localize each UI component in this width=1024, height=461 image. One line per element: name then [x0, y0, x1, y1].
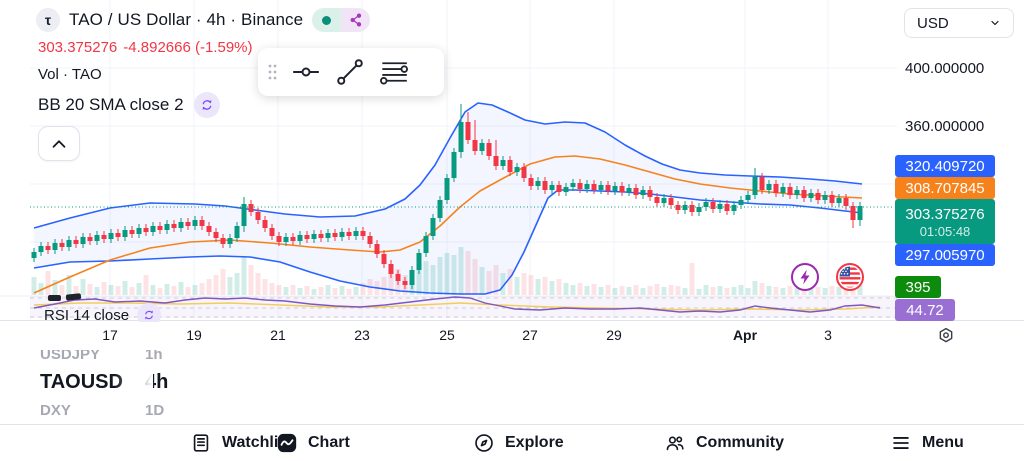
picker-row-next[interactable]: DXY 1D: [40, 402, 164, 419]
symbol-header[interactable]: τ TAO / US Dollar · 4h · Binance: [36, 8, 371, 32]
price-tag: 303.375276 01:05:48: [895, 199, 995, 244]
picker-symbol: USDJPY: [40, 350, 101, 363]
nav-item-explore[interactable]: Explore: [473, 432, 564, 454]
nav-label: Menu: [922, 434, 964, 451]
time-tick: 23: [354, 327, 370, 343]
bb-legend-row[interactable]: BB 20 SMA close 2: [38, 92, 220, 118]
volume-legend[interactable]: Vol · TAO: [38, 66, 102, 83]
floating-draw-toolbar[interactable]: [258, 48, 444, 96]
time-axis[interactable]: 17 19 21 23 25 27 29 Apr 3: [0, 320, 1024, 351]
time-tick: 27: [522, 327, 538, 343]
share-half[interactable]: [341, 8, 371, 32]
time-tick: 17: [102, 327, 118, 343]
rsi-loading-button[interactable]: [137, 303, 162, 322]
chart-nav-icon: [277, 433, 297, 453]
symbol-logo: τ: [36, 8, 60, 32]
picker-row-prev[interactable]: USDJPY 1h: [40, 350, 163, 363]
collapse-legend-button[interactable]: [38, 126, 80, 161]
price-scale-label: 360.000000: [905, 118, 985, 135]
price-scale-label: 400.000000: [905, 60, 985, 77]
rsi-line: [33, 296, 881, 313]
chart-toolbar: USDJPY 1h TAOUSD 4h DXY 1D: [0, 350, 1024, 424]
time-tick: 29: [606, 327, 622, 343]
share-icon: [350, 13, 361, 27]
watchlist-icon: [193, 434, 209, 452]
rsi-legend-row[interactable]: RSI 14 close: [44, 303, 162, 323]
time-tick: Apr: [732, 327, 758, 343]
us-flag-event-icon[interactable]: [835, 262, 865, 292]
time-tick: 19: [186, 327, 202, 343]
fib-retracement-tool-icon[interactable]: [377, 58, 411, 86]
price-tag: 44.72: [895, 299, 955, 321]
menu-hamburger-icon: [893, 437, 909, 449]
nav-label: Explore: [505, 434, 564, 451]
sync-icon: [202, 100, 211, 110]
trend-line-tool-icon[interactable]: [333, 58, 367, 86]
market-open-dot: [322, 15, 332, 25]
picker-fade-gradient: [115, 362, 153, 396]
price-tag: 297.005970: [895, 244, 995, 266]
pane-resize-handle[interactable]: [48, 293, 82, 301]
currency-value: USD: [917, 14, 949, 32]
nav-label: Chart: [308, 434, 350, 451]
price-tag: 395: [895, 276, 941, 298]
candles-layer: [31, 104, 863, 289]
countdown-timer: 01:05:48: [919, 223, 971, 239]
market-status-half[interactable]: [312, 8, 342, 32]
picker-interval: 1h: [145, 350, 163, 363]
price-tag: 320.409720: [895, 155, 995, 177]
picker-symbol: TAOUSD: [40, 371, 123, 393]
chevron-down-icon: [991, 20, 999, 26]
rsi-legend: RSI 14 close: [44, 306, 130, 323]
market-status-pill[interactable]: [312, 8, 371, 32]
grid-layer: [0, 0, 897, 318]
last-price: 303.375276: [38, 39, 118, 56]
bb-basis-line: [33, 155, 863, 294]
currency-select[interactable]: USD: [904, 8, 1014, 38]
rsi-ma-line: [33, 302, 881, 311]
symbol-title[interactable]: TAO / US Dollar · 4h · Binance: [69, 10, 304, 29]
time-tick: 3: [824, 327, 832, 343]
price-chart[interactable]: [0, 0, 1024, 322]
nav-item-chart[interactable]: Chart: [276, 432, 350, 454]
drag-handle-icon[interactable]: [266, 59, 279, 85]
nav-item-community[interactable]: Community: [664, 432, 784, 454]
horizontal-line-tool-icon[interactable]: [289, 58, 323, 86]
volume-layer: [31, 247, 863, 295]
price-change: -4.892666 (-1.59%): [123, 39, 253, 56]
lightning-event-icon[interactable]: [790, 262, 820, 292]
bb-loading-button[interactable]: [193, 92, 220, 118]
time-tick: 21: [270, 327, 286, 343]
picker-symbol: DXY: [40, 402, 71, 419]
chevron-up-icon: [52, 139, 66, 148]
sync-icon: [145, 310, 153, 320]
last-price-row: 303.375276 -4.892666 (-1.59%): [38, 39, 259, 56]
chart-pane[interactable]: τ TAO / US Dollar · 4h · Binance 303.3: [0, 0, 1024, 322]
time-tick: 25: [439, 327, 455, 343]
community-people-icon: [666, 436, 684, 451]
nav-item-watchlist[interactable]: Watchlist: [190, 432, 293, 454]
picker-interval: 1D: [145, 402, 165, 419]
nav-item-menu[interactable]: Menu: [890, 432, 964, 454]
explore-compass-icon: [475, 434, 493, 452]
price-tag: 308.707845: [895, 177, 995, 199]
bottom-nav: Watchlist Chart Explore: [0, 424, 1024, 461]
bb-legend: BB 20 SMA close 2: [38, 95, 184, 114]
nav-label: Watchlist: [222, 434, 293, 451]
nav-label: Community: [696, 434, 784, 451]
axis-settings-gear-icon[interactable]: [936, 326, 956, 346]
